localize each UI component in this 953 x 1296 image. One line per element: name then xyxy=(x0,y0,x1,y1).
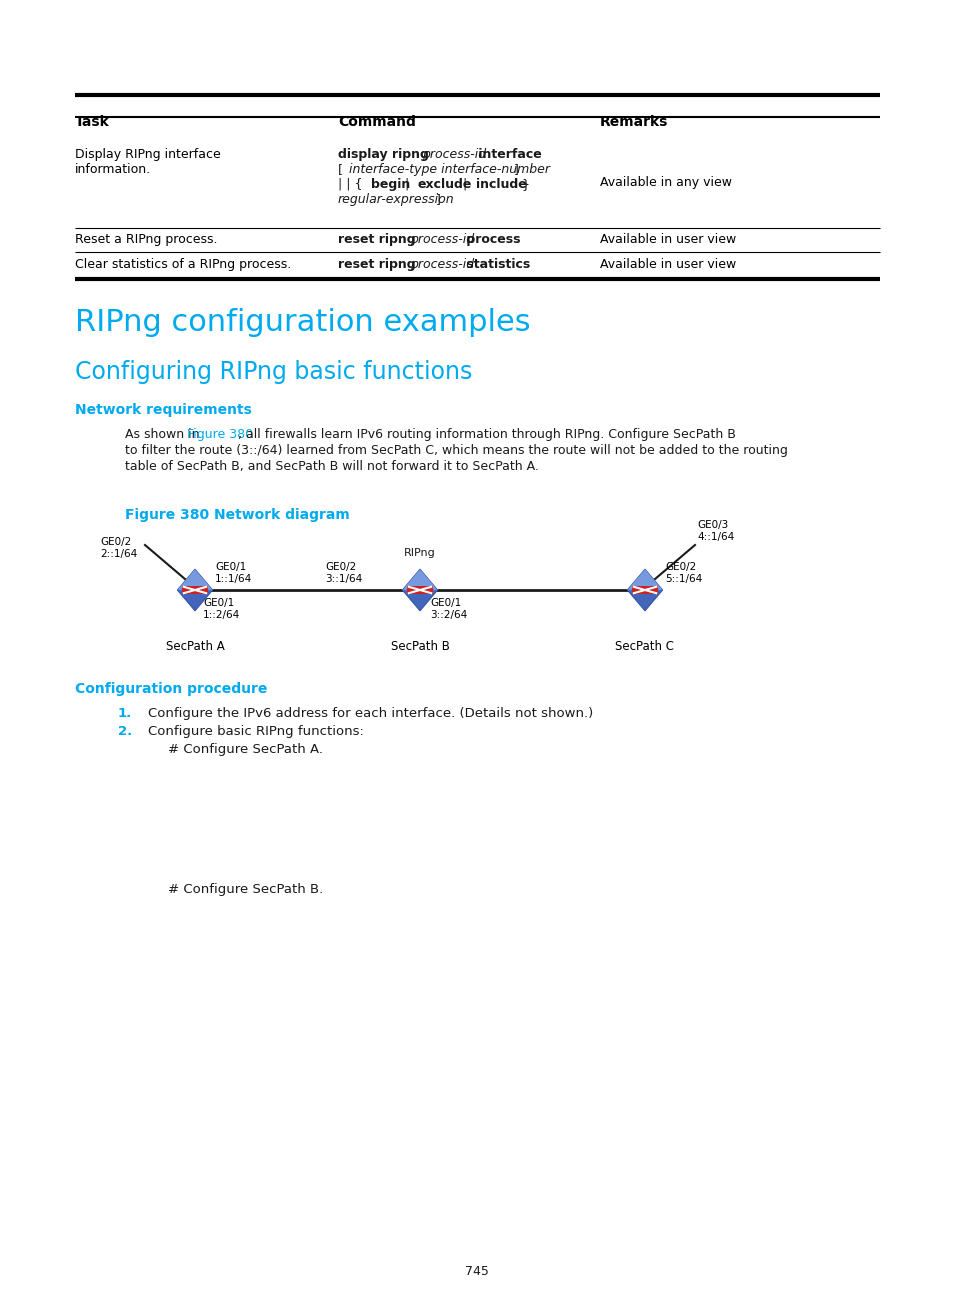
FancyBboxPatch shape xyxy=(632,587,658,594)
Text: 1.: 1. xyxy=(118,708,132,721)
Text: include: include xyxy=(476,178,526,191)
Text: SecPath C: SecPath C xyxy=(615,640,674,653)
Text: GE0/2
3::1/64: GE0/2 3::1/64 xyxy=(325,562,362,583)
Polygon shape xyxy=(402,569,437,590)
Text: reset ripng: reset ripng xyxy=(337,233,419,246)
Text: interface: interface xyxy=(474,148,541,161)
FancyBboxPatch shape xyxy=(182,587,208,594)
Text: Network requirements: Network requirements xyxy=(75,403,252,417)
Text: exclude: exclude xyxy=(417,178,472,191)
Text: | | {: | | { xyxy=(337,178,366,191)
Text: , all firewalls learn IPv6 routing information through RIPng. Configure SecPath : , all firewalls learn IPv6 routing infor… xyxy=(238,428,736,441)
Text: Display RIPng interface
information.: Display RIPng interface information. xyxy=(75,148,220,176)
Polygon shape xyxy=(402,590,437,610)
Text: |: | xyxy=(459,178,471,191)
Text: GE0/2
5::1/64: GE0/2 5::1/64 xyxy=(664,562,701,583)
Text: Available in user view: Available in user view xyxy=(599,258,736,271)
Text: display ripng: display ripng xyxy=(337,148,433,161)
Text: statistics: statistics xyxy=(461,258,530,271)
Text: regular-expression: regular-expression xyxy=(337,193,455,206)
Polygon shape xyxy=(627,569,662,610)
Text: GE0/3
4::1/64: GE0/3 4::1/64 xyxy=(697,520,734,542)
Text: # Configure SecPath B.: # Configure SecPath B. xyxy=(168,883,323,896)
Text: Clear statistics of a RIPng process.: Clear statistics of a RIPng process. xyxy=(75,258,291,271)
Text: As shown in: As shown in xyxy=(125,428,203,441)
Text: RIPng configuration examples: RIPng configuration examples xyxy=(75,308,530,337)
Text: begin: begin xyxy=(371,178,410,191)
Polygon shape xyxy=(177,569,213,590)
Text: process-id: process-id xyxy=(410,258,474,271)
Text: process-id: process-id xyxy=(410,233,474,246)
Text: Available in user view: Available in user view xyxy=(599,233,736,246)
Text: Configuring RIPng basic functions: Configuring RIPng basic functions xyxy=(75,360,472,384)
Text: SecPath A: SecPath A xyxy=(166,640,224,653)
Text: }: } xyxy=(517,178,530,191)
Text: process: process xyxy=(461,233,520,246)
Text: # Configure SecPath A.: # Configure SecPath A. xyxy=(168,743,323,756)
Text: GE0/1
1::2/64: GE0/1 1::2/64 xyxy=(203,597,240,619)
Text: to filter the route (3::/64) learned from SecPath C, which means the route will : to filter the route (3::/64) learned fro… xyxy=(125,445,787,457)
Text: Available in any view: Available in any view xyxy=(599,176,731,189)
Text: ]: ] xyxy=(431,193,440,206)
Text: Figure 380 Network diagram: Figure 380 Network diagram xyxy=(125,508,350,522)
Text: [: [ xyxy=(337,163,347,176)
Text: interface-type interface-number: interface-type interface-number xyxy=(349,163,550,176)
FancyBboxPatch shape xyxy=(407,587,433,594)
Text: Figure 380: Figure 380 xyxy=(187,428,253,441)
Text: |: | xyxy=(400,178,413,191)
Text: GE0/1
3::2/64: GE0/1 3::2/64 xyxy=(430,597,467,619)
Text: ]: ] xyxy=(510,163,518,176)
Polygon shape xyxy=(402,569,437,610)
Text: Remarks: Remarks xyxy=(599,115,668,130)
Text: process-id: process-id xyxy=(421,148,486,161)
Polygon shape xyxy=(627,569,662,590)
Text: GE0/2
2::1/64: GE0/2 2::1/64 xyxy=(100,537,137,559)
Polygon shape xyxy=(177,590,213,610)
Text: Reset a RIPng process.: Reset a RIPng process. xyxy=(75,233,217,246)
Polygon shape xyxy=(627,590,662,610)
Text: 2.: 2. xyxy=(118,724,132,737)
Text: Configure basic RIPng functions:: Configure basic RIPng functions: xyxy=(148,724,363,737)
Polygon shape xyxy=(177,569,213,610)
Text: table of SecPath B, and SecPath B will not forward it to SecPath A.: table of SecPath B, and SecPath B will n… xyxy=(125,460,538,473)
Text: GE0/1
1::1/64: GE0/1 1::1/64 xyxy=(214,562,252,583)
Text: Task: Task xyxy=(75,115,110,130)
Text: RIPng: RIPng xyxy=(404,548,436,559)
Text: reset ripng: reset ripng xyxy=(337,258,419,271)
Text: Configure the IPv6 address for each interface. (Details not shown.): Configure the IPv6 address for each inte… xyxy=(148,708,593,721)
Text: SecPath B: SecPath B xyxy=(390,640,449,653)
Text: 745: 745 xyxy=(464,1265,489,1278)
Text: Command: Command xyxy=(337,115,416,130)
Text: Configuration procedure: Configuration procedure xyxy=(75,682,267,696)
